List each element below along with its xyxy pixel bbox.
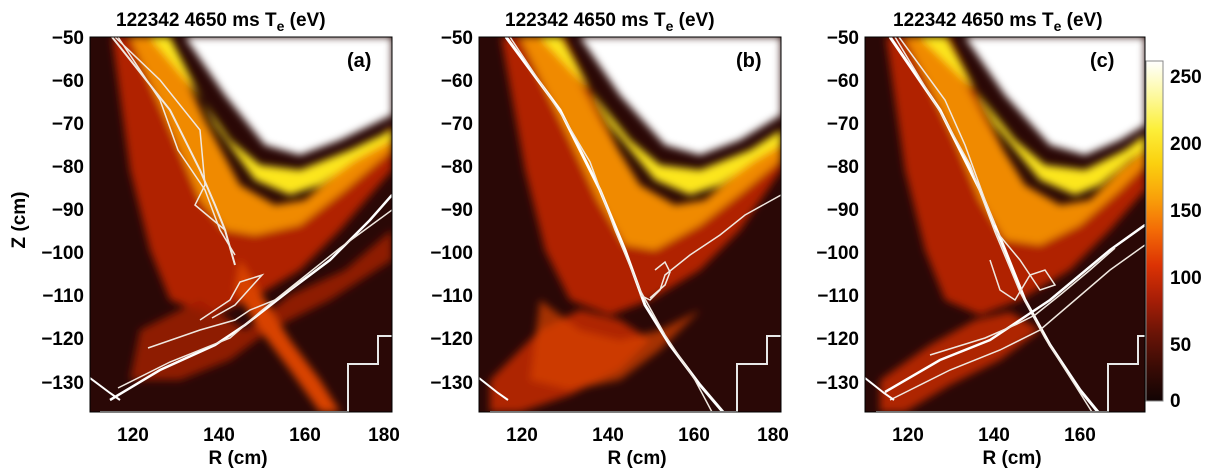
panel-a-ytick: −90 [52,200,84,221]
panel-c-label: (c) [1090,50,1114,72]
panel-b-ytick: −80 [441,157,473,178]
panel-a-ytick: −80 [52,157,84,178]
panel-b-ytick: −70 [441,114,473,135]
panel-b-x-ticks: 120 140 160 180 [506,425,789,446]
panel-a-ytick: −70 [52,114,84,135]
panel-c-xtick: 160 [1064,425,1096,446]
panel-b-ytick: −100 [430,243,473,264]
colorbar-gradient [1145,60,1164,402]
panel-b-ytick: −130 [430,373,473,394]
panel-a-xtick: 160 [289,425,321,446]
panel-c-y-ticks: −50 −60 −70 −80 −90 −100 −110 −120 −130 [816,28,859,394]
panel-b-ytick: −60 [441,71,473,92]
panel-b-y-ticks: −50 −60 −70 −80 −90 −100 −110 −120 −130 [430,28,473,394]
panel-b: 122342 4650 ms Te (eV) (b) −50 −60 −70 [430,10,789,469]
panel-c-xtick: 120 [892,425,924,446]
panel-a-label: (a) [347,50,371,72]
panel-a-xlabel: R (cm) [208,448,267,469]
panel-c-ytick: −110 [817,286,859,307]
panel-c-xlabel: R (cm) [982,448,1041,469]
panel-a-xtick: 120 [117,425,149,446]
panel-a-xtick: 180 [368,425,400,446]
panel-a-title: 122342 4650 ms Te (eV) [116,10,326,34]
panel-a-ytick: −130 [41,373,84,394]
panel-a-ytick: −110 [42,286,84,307]
panel-b-label: (b) [736,50,762,72]
panel-a-xtick: 140 [203,425,235,446]
colorbar-tick: 50 [1170,335,1191,356]
panel-c-ytick: −100 [816,243,859,264]
panel-c: 122342 4650 ms Te (eV) (c) −50 −60 [816,10,1146,469]
colorbar-tick: 0 [1170,391,1181,412]
panel-c-ytick: −80 [827,157,859,178]
colorbar-tick: 250 [1170,67,1202,88]
panel-a-heatmap [90,37,392,412]
panel-c-ytick: −90 [827,200,859,221]
panel-b-xtick: 120 [506,425,538,446]
panel-a-ytick: −120 [41,329,84,350]
panel-c-x-ticks: 120 140 160 [892,425,1096,446]
panel-b-xtick: 140 [592,425,624,446]
colorbar-tick: 200 [1170,134,1202,155]
colorbar-tick: 100 [1170,268,1202,289]
panel-b-ytick: −90 [441,200,473,221]
panel-b-ytick: −50 [441,28,473,49]
panel-a: 122342 4650 ms Te (eV) (a) −50 [9,10,400,469]
panel-b-xtick: 160 [678,425,710,446]
panel-a-x-ticks: 120 140 160 180 [117,425,400,446]
colorbar-tick: 150 [1170,201,1202,222]
panel-b-xlabel: R (cm) [607,448,666,469]
panel-b-title: 122342 4650 ms Te (eV) [505,10,715,34]
panel-a-ytick: −50 [52,28,84,49]
colorbar: 0 50 100 150 200 250 [1145,60,1202,412]
panel-c-heatmap [865,37,1145,412]
panel-c-xtick: 140 [978,425,1010,446]
panel-a-y-ticks: −50 −60 −70 −80 −90 −100 −110 −120 −130 [41,28,84,394]
panel-b-ytick: −120 [430,329,473,350]
panel-c-ytick: −130 [816,373,859,394]
panel-a-ytick: −100 [41,243,84,264]
panel-c-title: 122342 4650 ms Te (eV) [893,10,1103,34]
panel-c-ytick: −120 [816,329,859,350]
panel-c-ytick: −50 [827,28,859,49]
panel-b-heatmap [479,37,781,412]
panel-c-ytick: −60 [827,71,859,92]
panel-c-ytick: −70 [827,114,859,135]
panel-b-xtick: 180 [757,425,789,446]
panel-a-ytick: −60 [52,71,84,92]
colorbar-ticks: 0 50 100 150 200 250 [1170,67,1202,412]
panel-b-ytick: −110 [431,286,473,307]
panel-a-ylabel: Z (cm) [9,192,30,249]
